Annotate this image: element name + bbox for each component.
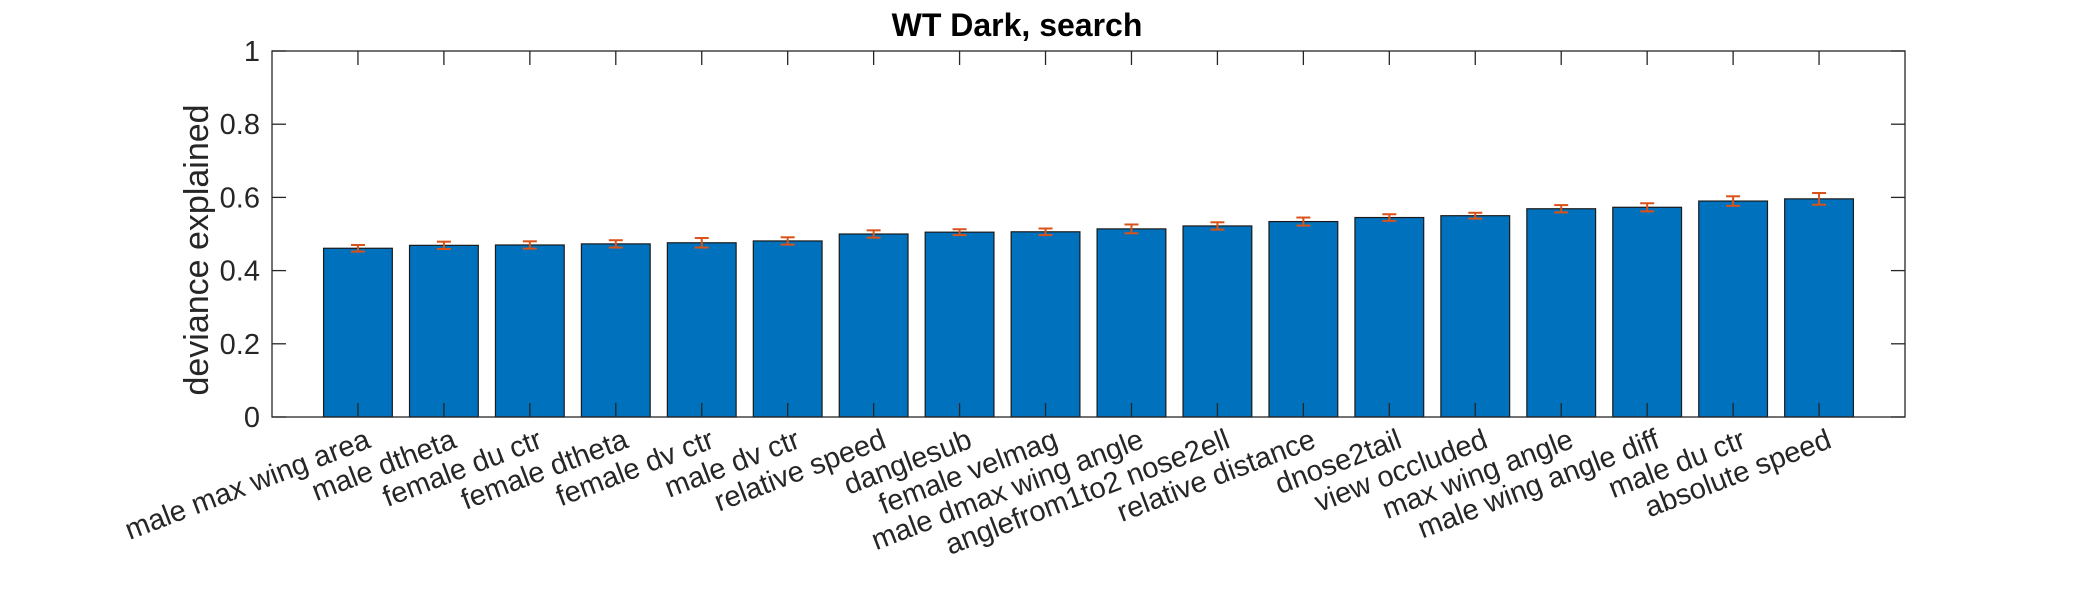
y-tick-label: 0 — [244, 402, 260, 434]
bar — [838, 233, 909, 418]
bar — [1182, 225, 1253, 418]
plot-box — [271, 50, 1906, 418]
error-bar — [1726, 195, 1741, 207]
bar — [1268, 220, 1339, 418]
error-bar — [1554, 204, 1569, 214]
y-tick-label: 0.4 — [220, 256, 260, 288]
bar — [580, 243, 651, 418]
error-bar — [1038, 227, 1053, 237]
error-bar — [608, 239, 623, 249]
error-bar — [436, 240, 451, 251]
bar — [494, 244, 565, 418]
error-bar — [350, 243, 365, 253]
bar — [752, 240, 823, 418]
error-bar — [952, 228, 967, 237]
error-bar — [1468, 211, 1483, 220]
error-bar — [1640, 202, 1655, 213]
error-bar — [1124, 223, 1139, 235]
bar — [1354, 216, 1425, 418]
y-tick-label: 0.6 — [220, 182, 260, 214]
y-tick-label: 1 — [244, 36, 260, 68]
bar — [1096, 228, 1167, 418]
bar — [1784, 198, 1855, 418]
error-bar — [1296, 216, 1311, 227]
bar — [1698, 200, 1769, 418]
bar — [1526, 208, 1597, 418]
bar — [1612, 206, 1683, 418]
bar — [1440, 215, 1511, 418]
error-bar — [780, 236, 795, 246]
bar — [666, 242, 737, 418]
bar — [408, 244, 479, 418]
bars-layer — [322, 198, 1855, 418]
bar — [924, 231, 995, 418]
bar — [1010, 231, 1081, 418]
y-tick-label: 0.2 — [220, 329, 260, 361]
error-bar — [1382, 213, 1397, 222]
y-ticks-layer: 0 0.2 0.4 0.6 0.8 1 — [220, 36, 1905, 434]
error-bar — [866, 229, 881, 239]
error-bar — [1210, 221, 1225, 231]
y-axis-label: deviance explained — [178, 104, 216, 395]
error-bar — [1812, 192, 1827, 206]
y-tick-label: 0.8 — [220, 109, 260, 141]
error-bar — [522, 240, 537, 250]
error-bars-layer — [350, 192, 1827, 253]
chart-title: WT Dark, search — [892, 7, 1143, 43]
axes-layer — [271, 50, 1906, 418]
bar — [322, 247, 393, 418]
error-bar — [694, 237, 709, 249]
